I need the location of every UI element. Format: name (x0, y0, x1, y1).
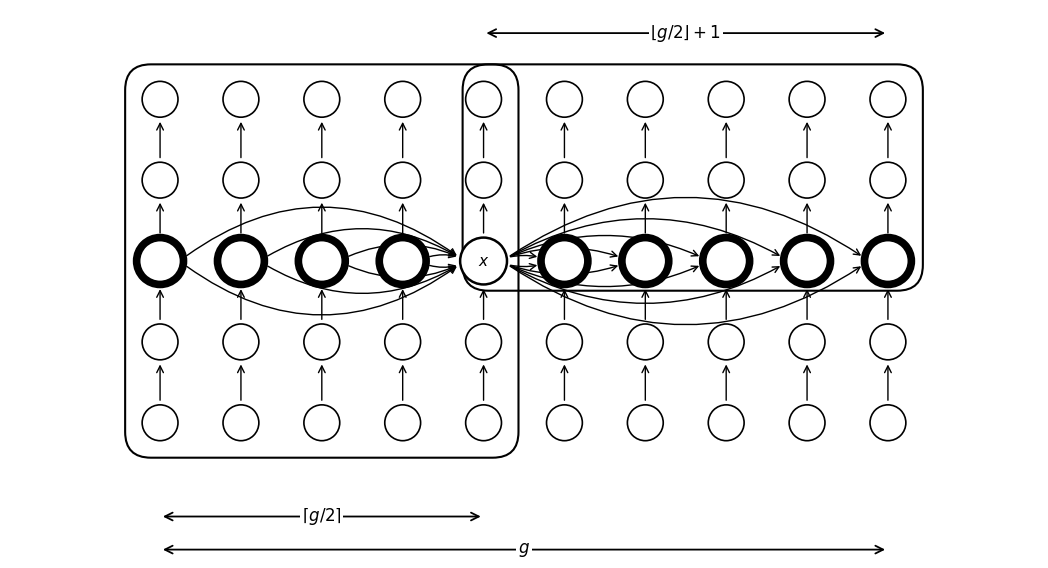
Circle shape (789, 81, 825, 117)
Circle shape (628, 405, 663, 441)
Circle shape (385, 81, 420, 117)
Circle shape (304, 81, 340, 117)
Circle shape (465, 405, 502, 441)
Circle shape (143, 405, 178, 441)
Circle shape (870, 162, 905, 198)
Circle shape (708, 324, 744, 360)
Circle shape (385, 162, 420, 198)
Circle shape (304, 162, 340, 198)
Circle shape (541, 237, 588, 285)
Circle shape (385, 324, 420, 360)
Circle shape (304, 405, 340, 441)
Circle shape (460, 237, 507, 285)
Circle shape (870, 324, 905, 360)
Circle shape (465, 81, 502, 117)
Circle shape (865, 237, 912, 285)
Circle shape (789, 405, 825, 441)
Circle shape (703, 237, 749, 285)
Circle shape (546, 162, 583, 198)
Circle shape (628, 162, 663, 198)
Circle shape (708, 81, 744, 117)
Circle shape (223, 81, 259, 117)
Circle shape (218, 237, 264, 285)
Circle shape (784, 237, 830, 285)
Circle shape (628, 81, 663, 117)
Circle shape (379, 237, 427, 285)
Circle shape (708, 405, 744, 441)
Circle shape (870, 81, 905, 117)
Circle shape (143, 81, 178, 117)
Circle shape (143, 162, 178, 198)
Circle shape (465, 324, 502, 360)
Circle shape (299, 237, 345, 285)
Circle shape (304, 324, 340, 360)
Circle shape (628, 324, 663, 360)
Circle shape (465, 162, 502, 198)
Circle shape (136, 237, 183, 285)
Circle shape (546, 81, 583, 117)
Circle shape (223, 162, 259, 198)
Text: $g$: $g$ (518, 541, 530, 558)
Text: $x$: $x$ (478, 253, 489, 269)
Circle shape (789, 162, 825, 198)
Circle shape (223, 324, 259, 360)
Circle shape (708, 162, 744, 198)
Circle shape (621, 237, 669, 285)
Text: $\lceil g/2 \rceil$: $\lceil g/2 \rceil$ (302, 506, 342, 527)
Circle shape (143, 324, 178, 360)
Circle shape (385, 405, 420, 441)
Circle shape (546, 405, 583, 441)
Circle shape (870, 405, 905, 441)
Circle shape (789, 324, 825, 360)
Text: $\lfloor g/2 \rfloor + 1$: $\lfloor g/2 \rfloor + 1$ (651, 23, 721, 44)
Circle shape (546, 324, 583, 360)
Circle shape (223, 405, 259, 441)
